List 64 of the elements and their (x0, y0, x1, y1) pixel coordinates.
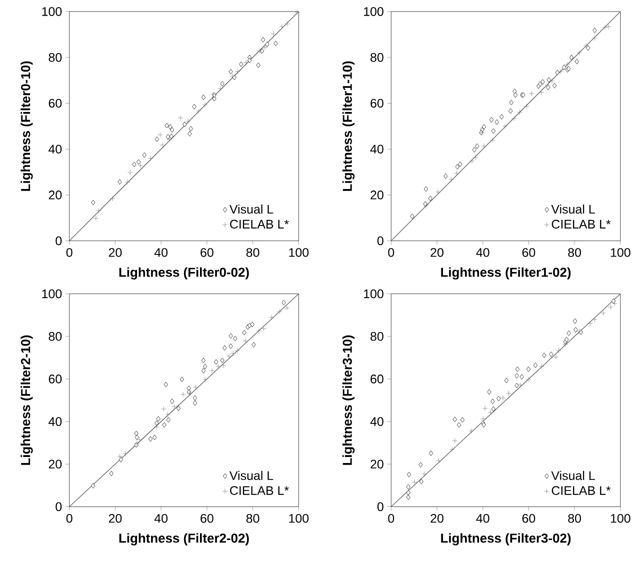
x-tick-label: 40 (476, 248, 490, 258)
legend-label: CIELAB L* (552, 220, 611, 229)
legend-label: Visual L (551, 204, 595, 214)
y-tick-label: 0 (56, 236, 62, 246)
y-axis-title: Lightness (Filter0-10) (20, 62, 33, 192)
y-tick-label: 40 (48, 417, 62, 426)
x-tick-label: 0 (388, 514, 394, 524)
x-tick-label: 60 (200, 248, 214, 258)
y-tick-label: 80 (370, 332, 384, 342)
y-tick-label: 0 (377, 236, 384, 246)
x-tick-label: 80 (246, 514, 260, 524)
y-tick-label: 20 (370, 190, 384, 200)
x-tick-label: 100 (610, 514, 630, 524)
x-tick-label: 100 (289, 248, 309, 258)
legend-label: CIELAB L* (230, 486, 289, 496)
y-tick-label: 100 (42, 7, 62, 16)
y-axis-title: Lightness (Filter1-10) (342, 62, 355, 192)
y-tick-label: 20 (48, 190, 62, 200)
x-tick-label: 40 (154, 514, 168, 524)
x-tick-label: 0 (66, 248, 72, 258)
y-tick-label: 60 (370, 99, 384, 108)
x-tick-label: 100 (289, 514, 309, 524)
y-tick-label: 100 (364, 290, 384, 298)
x-axis-title: Lightness (Filter1-02) (441, 268, 571, 280)
y-tick-label: 60 (370, 374, 384, 384)
x-tick-label: 80 (568, 248, 581, 258)
y-tick-label: 80 (370, 53, 384, 62)
x-tick-label: 20 (430, 514, 444, 524)
x-tick-label: 40 (476, 514, 490, 524)
y-tick-label: 40 (370, 417, 384, 426)
y-tick-label: 100 (42, 290, 62, 298)
x-tick-label: 20 (430, 248, 444, 258)
y-tick-label: 80 (48, 53, 62, 62)
y-tick-label: 0 (56, 502, 62, 512)
y-tick-label: 80 (48, 332, 62, 342)
legend-label: Visual L (229, 204, 274, 214)
x-tick-label: 0 (66, 514, 72, 524)
y-axis-title: Lightness (Filter3-10) (342, 336, 355, 466)
x-tick-label: 60 (522, 248, 536, 258)
y-tick-label: 20 (370, 460, 384, 469)
x-tick-label: 60 (200, 514, 214, 524)
y-tick-label: 20 (48, 460, 62, 469)
x-tick-label: 80 (568, 514, 581, 524)
x-axis-title: Lightness (Filter0-02) (119, 268, 249, 280)
y-tick-label: 40 (48, 144, 62, 154)
y-tick-label: 100 (364, 7, 384, 16)
y-tick-label: 0 (377, 502, 384, 512)
y-tick-label: 60 (48, 99, 62, 108)
legend-label: Visual L (229, 471, 274, 480)
x-tick-label: 0 (388, 248, 394, 258)
x-tick-label: 100 (610, 248, 630, 258)
x-tick-label: 40 (154, 248, 168, 258)
y-axis-title: Lightness (Filter2-10) (20, 336, 33, 466)
x-tick-label: 20 (108, 514, 122, 524)
x-tick-label: 80 (246, 248, 260, 258)
y-tick-label: 60 (48, 374, 62, 384)
legend-label: CIELAB L* (552, 486, 611, 496)
x-axis-title: Lightness (Filter2-02) (119, 533, 249, 546)
x-axis-title: Lightness (Filter3-02) (441, 533, 571, 546)
legend-label: CIELAB L* (230, 220, 289, 229)
y-tick-label: 40 (370, 144, 384, 154)
x-tick-label: 20 (108, 248, 122, 258)
legend-label: Visual L (551, 471, 595, 480)
x-tick-label: 60 (522, 514, 536, 524)
